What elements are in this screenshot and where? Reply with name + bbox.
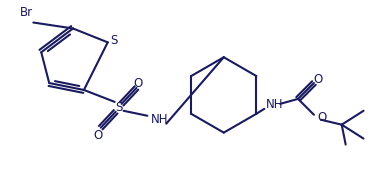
Text: NH: NH — [266, 98, 284, 111]
Text: Br: Br — [19, 6, 33, 19]
Text: S: S — [110, 34, 117, 47]
Text: O: O — [313, 73, 322, 86]
Text: NH: NH — [151, 113, 169, 126]
Text: S: S — [115, 101, 122, 114]
Text: O: O — [317, 111, 326, 124]
Text: O: O — [93, 129, 102, 142]
Text: O: O — [134, 76, 143, 90]
